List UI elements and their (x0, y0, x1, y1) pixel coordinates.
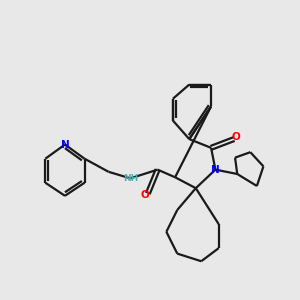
Text: N: N (211, 165, 220, 175)
Text: NH: NH (123, 174, 138, 183)
Text: N: N (61, 140, 69, 149)
Text: O: O (231, 133, 240, 142)
Text: O: O (140, 190, 149, 200)
